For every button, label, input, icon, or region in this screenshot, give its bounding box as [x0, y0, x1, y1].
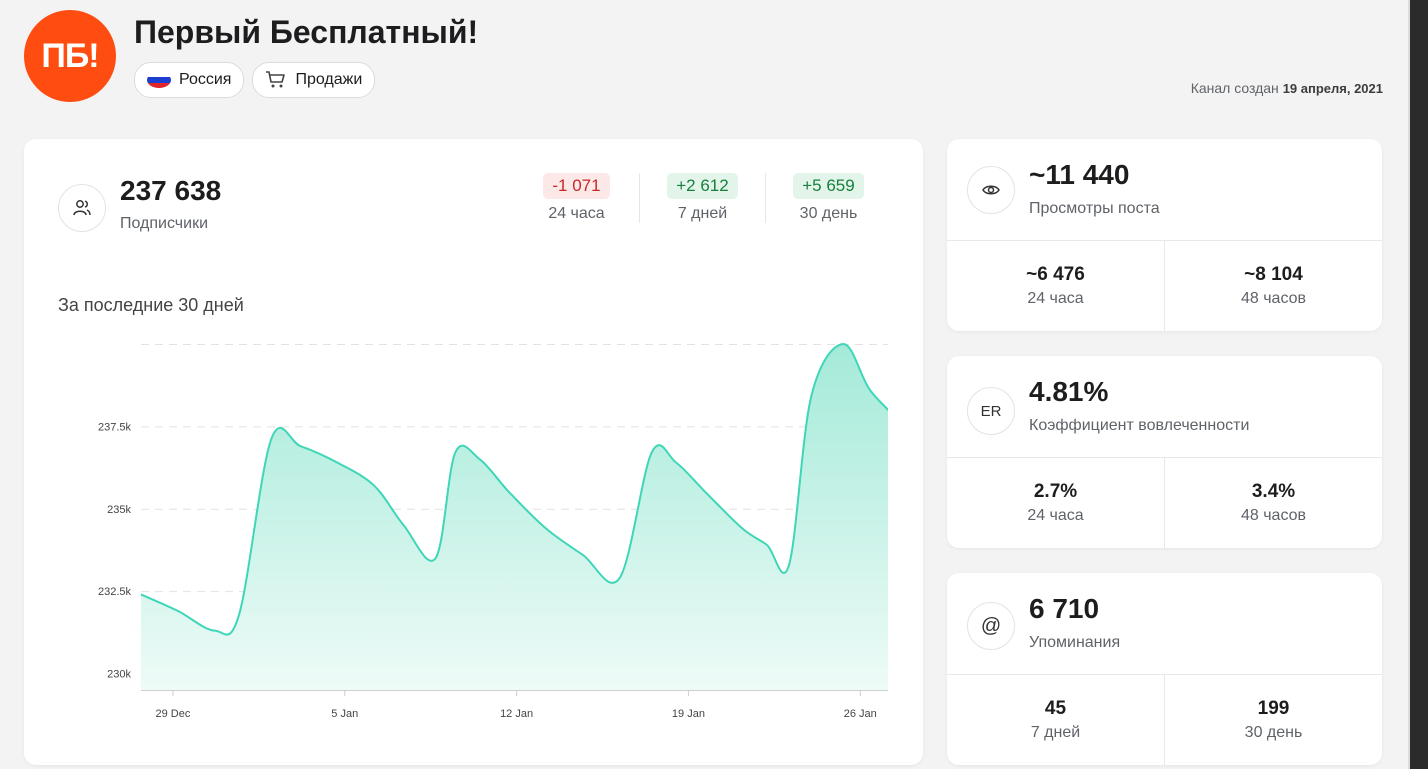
- subscribers-card: 237 638 Подписчики -1 071 24 часа +2 612…: [24, 139, 923, 765]
- delta-7d-value: +2 612: [667, 173, 738, 199]
- mentions-7d-label: 7 дней: [1030, 723, 1081, 741]
- mentions-7d-value: 45: [1044, 697, 1067, 719]
- mentions-label: Упоминания: [1029, 634, 1121, 651]
- er-48h: 3.4% 48 часов: [1164, 457, 1382, 548]
- mentions-breakdown: 45 7 дней 199 30 день: [947, 674, 1382, 765]
- russia-flag-icon: [147, 72, 171, 88]
- x-tick-label: 12 Jan: [500, 708, 533, 720]
- created-label: Канал создан: [1190, 80, 1279, 96]
- series-line: [140, 343, 888, 636]
- delta-30d-value: +5 659: [793, 173, 864, 199]
- x-tick-label: 29 Dec: [155, 708, 190, 720]
- er-48h-value: 3.4%: [1251, 480, 1296, 502]
- tag-country-label: Россия: [179, 71, 232, 88]
- mentions-30d: 199 30 день: [1164, 674, 1382, 765]
- er-48h-label: 48 часов: [1240, 506, 1307, 524]
- subscribers-chart[interactable]: 29 Dec 5 Jan 12 Jan 19 Jan 26 Jan 230k 232.5k…: [58, 334, 888, 729]
- er-card: ER 4.81% Коэффициент вовлеченности 2.7% …: [947, 356, 1382, 548]
- tag-category-label: Продажи: [295, 71, 363, 88]
- delta-24h: -1 071 24 часа: [514, 173, 639, 223]
- er-value: 4.81%: [1029, 376, 1109, 407]
- views-24h-value: ~6 476: [1026, 263, 1085, 285]
- x-tick-label: 19 Jan: [672, 708, 705, 720]
- logo-text: ПБ!: [41, 36, 99, 75]
- views-label: Просмотры поста: [1029, 200, 1160, 217]
- scrollbar-track[interactable]: [1408, 0, 1428, 769]
- views-24h: ~6 476 24 часа: [947, 240, 1164, 331]
- channel-logo: ПБ!: [24, 10, 116, 102]
- channel-title: Первый Бесплатный!: [134, 14, 479, 50]
- mentions-30d-label: 30 день: [1244, 723, 1303, 741]
- views-24h-label: 24 часа: [1027, 289, 1084, 307]
- subscribers-deltas: -1 071 24 часа +2 612 7 дней +5 659 30 д…: [514, 173, 891, 223]
- y-tick-label: 235k: [107, 504, 131, 516]
- cart-icon: [266, 71, 286, 88]
- er-summary: ER 4.81% Коэффициент вовлеченности: [947, 356, 1382, 458]
- views-summary: ~11 440 Просмотры поста: [947, 139, 1382, 241]
- views-48h-label: 48 часов: [1240, 289, 1307, 307]
- y-tick-label: 230k: [107, 669, 131, 681]
- views-48h: ~8 104 48 часов: [1164, 240, 1382, 331]
- er-label: Коэффициент вовлеченности: [1029, 417, 1250, 434]
- subscribers-label: Подписчики: [120, 215, 209, 232]
- area-fill: [141, 343, 888, 690]
- at-sign-icon: @: [967, 602, 1015, 650]
- er-24h-value: 2.7%: [1033, 480, 1078, 502]
- x-tick-label: 26 Jan: [844, 708, 877, 720]
- tag-category[interactable]: Продажи: [252, 62, 376, 98]
- views-48h-value: ~8 104: [1244, 263, 1303, 285]
- mentions-value: 6 710: [1029, 593, 1100, 624]
- er-24h: 2.7% 24 часа: [947, 457, 1164, 548]
- er-breakdown: 2.7% 24 часа 3.4% 48 часов: [947, 457, 1382, 548]
- delta-24h-period: 24 часа: [548, 205, 605, 222]
- delta-7d: +2 612 7 дней: [639, 173, 765, 223]
- mentions-30d-value: 199: [1257, 697, 1290, 719]
- er-24h-label: 24 часа: [1027, 506, 1084, 524]
- views-value: ~11 440: [1029, 159, 1130, 190]
- y-tick-label: 237.5k: [98, 421, 132, 433]
- chart-area: [140, 343, 888, 690]
- channel-created: Канал создан 19 апреля, 2021: [1191, 80, 1383, 96]
- delta-30d: +5 659 30 день: [765, 173, 891, 223]
- er-icon-text: ER: [980, 402, 1002, 420]
- x-tick-label: 5 Jan: [331, 708, 358, 720]
- users-icon: [58, 184, 106, 232]
- views-breakdown: ~6 476 24 часа ~8 104 48 часов: [947, 240, 1382, 331]
- mentions-card: @ 6 710 Упоминания 45 7 дней 199 30 день: [947, 573, 1382, 765]
- at-sign-text: @: [980, 614, 1002, 637]
- created-date: 19 апреля, 2021: [1282, 81, 1383, 96]
- tag-country[interactable]: Россия: [134, 62, 245, 98]
- chart-x-axis: 29 Dec 5 Jan 12 Jan 19 Jan 26 Jan: [141, 690, 888, 720]
- y-tick-label: 232.5k: [98, 586, 132, 598]
- views-card: ~11 440 Просмотры поста ~6 476 24 часа ~…: [947, 139, 1382, 331]
- mentions-7d: 45 7 дней: [947, 674, 1164, 765]
- chart-caption: За последние 30 дней: [58, 295, 244, 315]
- delta-24h-value: -1 071: [543, 173, 610, 199]
- eye-icon: [967, 166, 1015, 214]
- chart-y-axis: 230k 232.5k 235k 237.5k: [98, 421, 132, 680]
- subscribers-count: 237 638: [120, 175, 222, 206]
- delta-30d-period: 30 день: [799, 205, 858, 222]
- mentions-summary: @ 6 710 Упоминания: [947, 573, 1382, 675]
- er-icon: ER: [967, 387, 1015, 435]
- delta-7d-period: 7 дней: [677, 205, 728, 222]
- channel-tags: Россия Продажи: [134, 62, 376, 98]
